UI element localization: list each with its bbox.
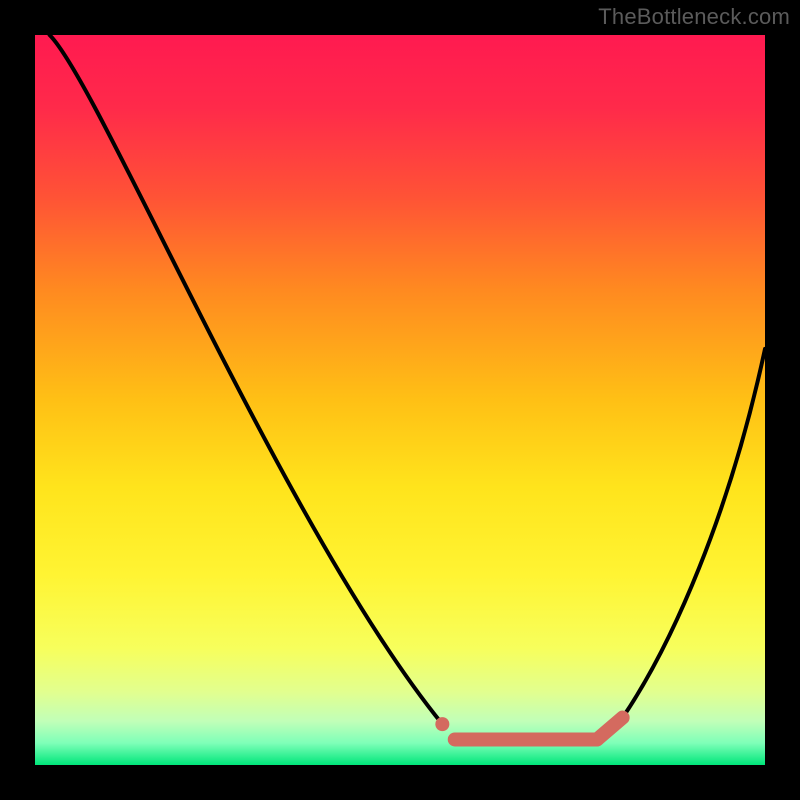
bottleneck-chart bbox=[35, 35, 765, 765]
watermark-text: TheBottleneck.com bbox=[598, 4, 790, 30]
plot-area bbox=[35, 35, 765, 765]
chart-background bbox=[35, 35, 765, 765]
chart-container: TheBottleneck.com bbox=[0, 0, 800, 800]
marker-dot bbox=[435, 717, 449, 731]
